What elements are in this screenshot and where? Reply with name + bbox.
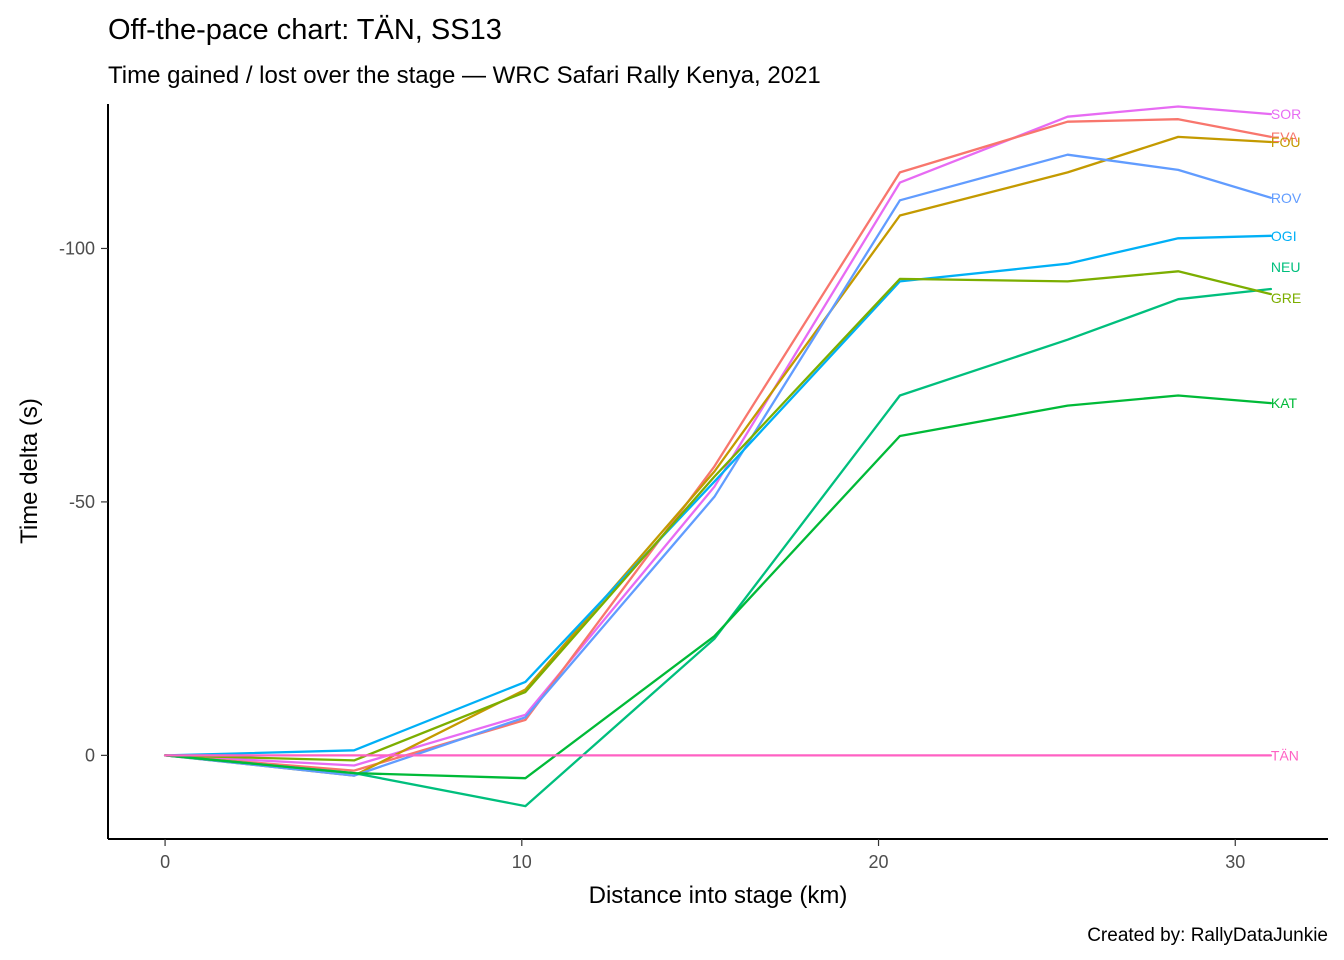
x-tick-label: 0 [160,852,170,872]
series-line-kat [163,394,1273,780]
series-end-label: KAT [1271,395,1298,411]
series-end-label: TÄN [1271,747,1299,763]
series-end-label: NEU [1271,259,1301,275]
series-end-label: GRE [1271,290,1301,306]
y-tick-label: -50 [69,492,95,512]
series-end-label: SOR [1271,106,1301,122]
y-tick-label: 0 [85,745,95,765]
x-tick-label: 30 [1225,852,1245,872]
y-tick-label: -100 [59,238,95,258]
series-end-label: FOU [1271,134,1301,150]
chart-subtitle: Time gained / lost over the stage — WRC … [108,62,821,89]
x-tick-label: 20 [869,852,889,872]
x-tick-label: 10 [512,852,532,872]
chart-title: Off-the-pace chart: TÄN, SS13 [108,14,502,46]
series-line-gre [163,270,1273,762]
series-lines [163,105,1273,808]
series-line-sor [163,105,1273,767]
chart-caption: Created by: RallyDataJunkie [1087,925,1328,946]
series-line-rov [163,153,1273,777]
series-line-neu [163,287,1273,808]
series-line-ogi [163,234,1273,757]
y-axis-ticks: -100 -50 0 [59,238,108,765]
series-end-label: EVA [1271,129,1299,145]
y-axis-title: Time delta (s) [16,398,43,544]
series-end-label: ROV [1271,190,1302,206]
x-axis-title: Distance into stage (km) [589,882,848,909]
series-line-eva [163,118,1273,772]
series-end-label: OGI [1271,228,1297,244]
x-axis-ticks: 0 10 20 30 [160,839,1245,872]
series-line-fou [163,135,1273,777]
